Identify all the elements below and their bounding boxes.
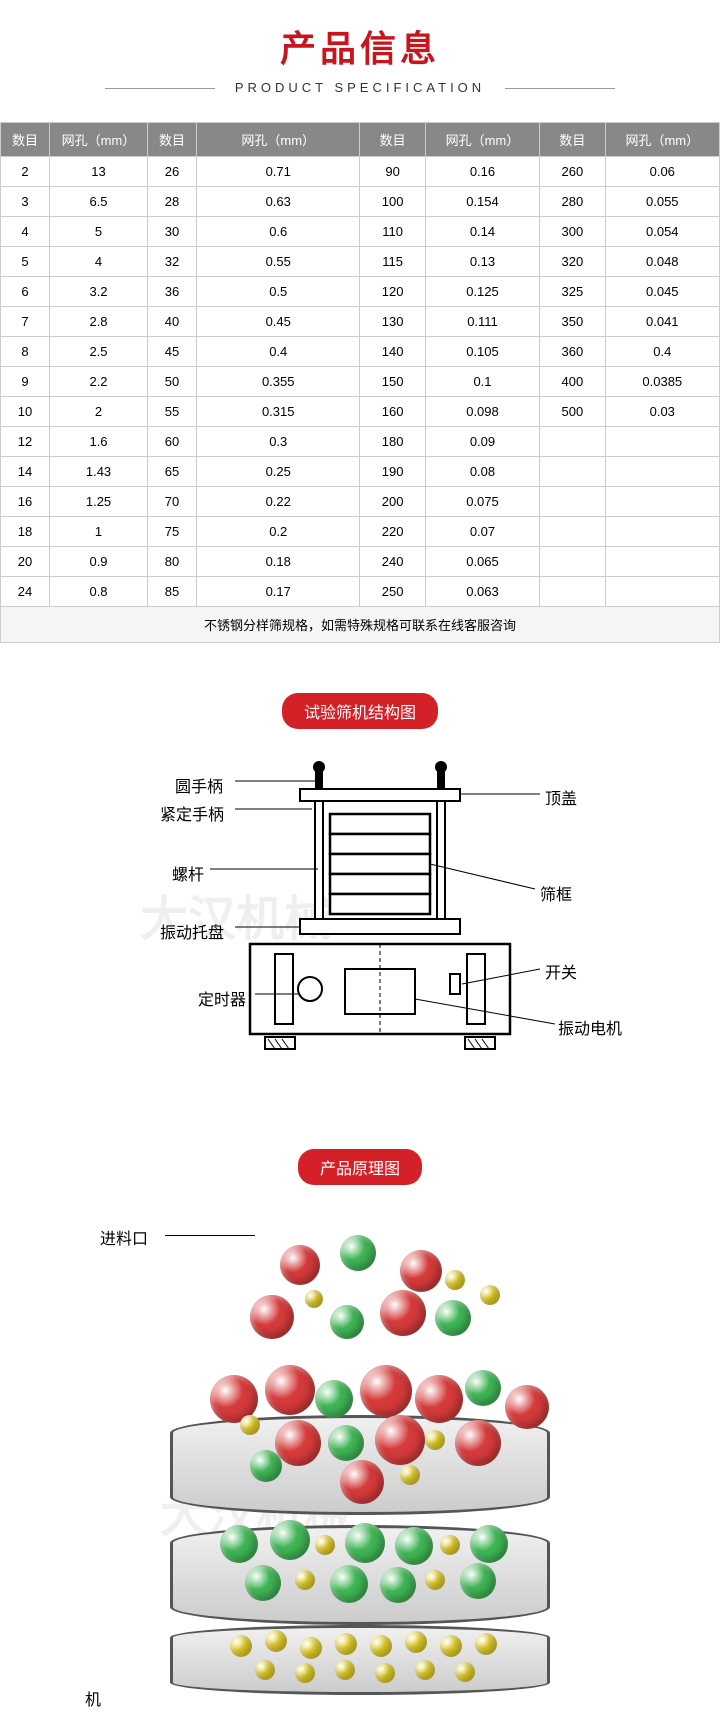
structure-pill: 试验筛机结构图 [282,693,438,729]
table-header: 网孔（mm） [425,123,539,157]
table-row: 200.9800.182400.065 [1,547,720,577]
ball [380,1290,426,1336]
ball [255,1660,275,1680]
table-header: 数目 [360,123,425,157]
ball [220,1525,258,1563]
spec-table: 数目网孔（mm）数目网孔（mm）数目网孔（mm）数目网孔（mm） 213260.… [0,122,720,607]
ball [335,1660,355,1680]
ball [395,1527,433,1565]
table-row: 54320.551150.133200.048 [1,247,720,277]
ball [460,1563,496,1599]
ball [505,1385,549,1429]
ball [300,1637,322,1659]
table-row: 141.43650.251900.08 [1,457,720,487]
table-row: 63.2360.51200.1253250.045 [1,277,720,307]
ball [465,1370,501,1406]
ball [295,1663,315,1683]
label-feed: 进料口 [100,1225,148,1249]
ball [250,1450,282,1482]
table-header: 数目 [540,123,605,157]
ball [455,1420,501,1466]
principle-diagram: 大汉机械 进料口 机 [80,1215,640,1715]
ball [250,1295,294,1339]
ball [380,1567,416,1603]
label-screw: 螺杆 [172,861,204,885]
label-timer: 定时器 [198,986,246,1010]
table-header: 网孔（mm） [605,123,719,157]
ball [475,1633,497,1655]
table-header: 网孔（mm） [50,123,148,157]
ball [480,1285,500,1305]
ball [330,1565,368,1603]
ball [275,1420,321,1466]
table-row: 72.8400.451300.1113500.041 [1,307,720,337]
ball [340,1460,384,1504]
label-lock-handle: 紧定手柄 [160,801,224,825]
ball [265,1365,315,1415]
label-vibration-tray: 振动托盘 [160,919,224,943]
label-top-cover: 顶盖 [545,785,577,809]
ball [230,1635,252,1657]
table-row: 102550.3151600.0985000.03 [1,397,720,427]
table-row: 213260.71900.162600.06 [1,157,720,187]
ball [328,1425,364,1461]
table-row: 121.6600.31800.09 [1,427,720,457]
label-machine: 机 [85,1686,101,1710]
ball [270,1520,310,1560]
ball [295,1570,315,1590]
table-row: 181750.22200.07 [1,517,720,547]
title-en: PRODUCT SPECIFICATION [215,80,505,95]
ball [315,1535,335,1555]
ball [455,1662,475,1682]
ball [425,1430,445,1450]
label-sieve-frame: 筛框 [540,881,572,905]
ball [445,1270,465,1290]
table-row: 240.8850.172500.063 [1,577,720,607]
ball [440,1535,460,1555]
table-row: 82.5450.41400.1053600.4 [1,337,720,367]
table-header: 网孔（mm） [197,123,360,157]
principle-pill: 产品原理图 [298,1149,422,1185]
ball [440,1635,462,1657]
ball [335,1633,357,1655]
title-cn: 产品信息 [0,20,720,72]
ball [280,1245,320,1285]
table-row: 45300.61100.143000.054 [1,217,720,247]
table-row: 36.5280.631000.1542800.055 [1,187,720,217]
ball [265,1630,287,1652]
label-round-handle: 圆手柄 [175,773,223,797]
ball [405,1631,427,1653]
table-header: 数目 [1,123,50,157]
table-footnote: 不锈钢分样筛规格，如需特殊规格可联系在线客服咨询 [0,607,720,643]
table-header: 数目 [148,123,197,157]
ball [345,1523,385,1563]
ball [330,1305,364,1339]
ball [375,1415,425,1465]
ball [400,1465,420,1485]
table-row: 92.2500.3551500.14000.0385 [1,367,720,397]
ball [370,1635,392,1657]
ball [425,1570,445,1590]
ball [375,1663,395,1683]
table-row: 161.25700.222000.075 [1,487,720,517]
ball [245,1565,281,1601]
ball [305,1290,323,1308]
ball [435,1300,471,1336]
structure-diagram: 大汉机械 [80,759,640,1099]
ball [400,1250,442,1292]
ball [470,1525,508,1563]
ball [360,1365,412,1417]
ball [415,1660,435,1680]
label-vibration-motor: 振动电机 [558,1015,622,1039]
ball [240,1415,260,1435]
ball [315,1380,353,1418]
ball [340,1235,376,1271]
ball [415,1375,463,1423]
label-switch: 开关 [545,959,577,983]
